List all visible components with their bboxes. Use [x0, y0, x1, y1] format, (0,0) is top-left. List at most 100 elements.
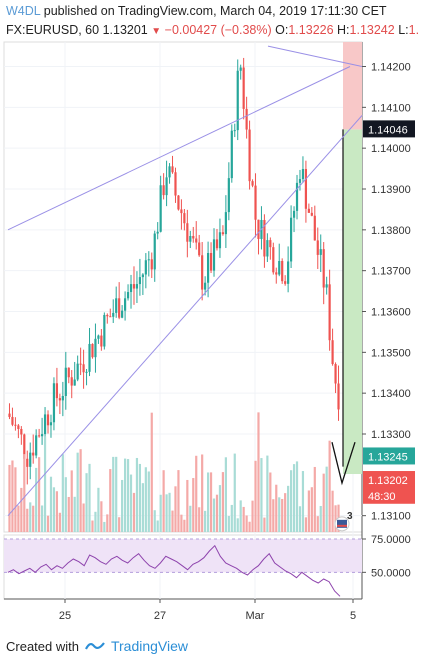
- price-label: 48:30: [368, 491, 396, 503]
- candle: [325, 284, 328, 288]
- candle: [20, 428, 23, 435]
- candle: [257, 219, 260, 239]
- trend-line: [7, 66, 351, 231]
- volume-bar: [292, 464, 296, 532]
- candle: [239, 67, 242, 71]
- candle: [100, 335, 103, 347]
- footer: Created with TradingView: [6, 638, 188, 654]
- volume-bar: [239, 500, 242, 532]
- candle: [209, 252, 213, 271]
- volume-bar: [150, 412, 153, 532]
- candle: [159, 185, 162, 232]
- volume-bar: [162, 470, 165, 532]
- candle: [162, 185, 165, 196]
- candle: [147, 259, 150, 261]
- price-label: 1.14046: [368, 124, 408, 136]
- volume-bar: [52, 487, 56, 532]
- candle: [310, 212, 313, 216]
- candle: [141, 274, 144, 278]
- volume-bar: [171, 510, 174, 532]
- volume-bar: [118, 517, 121, 532]
- volume-bar: [218, 485, 222, 532]
- y-tick-label: 1.14200: [371, 62, 411, 74]
- symbol-line: FX:EURUSD, 60 1.13201 ▼ −0.00427 (−0.38%…: [6, 23, 419, 37]
- volume-bar: [289, 470, 293, 532]
- volume-bar: [100, 501, 103, 532]
- high-label: H:: [337, 23, 350, 37]
- high-value: 1.13242: [349, 23, 395, 37]
- candle: [43, 414, 47, 435]
- candle: [221, 232, 225, 235]
- volume-bar: [85, 473, 88, 532]
- candle: [192, 236, 195, 239]
- flag-icon: [337, 524, 347, 527]
- volume-bar: [29, 502, 32, 532]
- volume-bar: [183, 519, 186, 532]
- candle: [138, 277, 142, 285]
- volume-bar: [141, 483, 144, 532]
- volume-bar: [26, 508, 29, 532]
- candle: [144, 260, 147, 275]
- volume-bar: [67, 496, 70, 532]
- rsi-tick-label: 75.0000: [371, 534, 411, 546]
- price-label: 1.13202: [368, 475, 408, 487]
- volume-bar: [97, 487, 100, 532]
- candle: [272, 247, 275, 273]
- candle: [289, 217, 293, 262]
- volume-bar: [135, 457, 139, 532]
- volume-bar: [138, 463, 142, 532]
- open-value: 1.13226: [288, 23, 334, 37]
- candle: [103, 314, 106, 347]
- volume-bar: [304, 517, 308, 532]
- candle: [14, 424, 17, 426]
- candle: [254, 185, 257, 220]
- volume-bar: [310, 487, 313, 532]
- volume-bar: [121, 479, 124, 532]
- volume-bar: [147, 471, 150, 532]
- candle: [195, 238, 198, 243]
- candle: [295, 182, 299, 211]
- candle: [11, 416, 14, 425]
- candle: [263, 219, 266, 257]
- volume-bar: [153, 510, 156, 532]
- x-tick-label: 27: [154, 610, 166, 622]
- volume-bar: [204, 510, 207, 532]
- volume-bar: [132, 492, 136, 532]
- volume-bar: [106, 514, 109, 532]
- author-name[interactable]: W4DL: [6, 4, 41, 18]
- candle: [319, 249, 322, 255]
- candle: [129, 284, 133, 293]
- low-label: L:: [398, 23, 409, 37]
- volume-bar: [331, 490, 334, 532]
- volume-bar: [328, 440, 331, 532]
- candle: [85, 371, 88, 373]
- volume-bar: [49, 476, 53, 532]
- tradingview-brand[interactable]: TradingView: [110, 638, 189, 654]
- volume-bar: [82, 503, 85, 532]
- volume-bar: [46, 515, 50, 532]
- last-price: 1.13201: [102, 23, 148, 37]
- candle: [123, 298, 127, 311]
- published-text: published on TradingView.com, March 04, …: [43, 4, 387, 18]
- candle: [322, 249, 325, 288]
- candle: [67, 367, 70, 378]
- volume-bar: [275, 484, 278, 532]
- target-zone: [343, 129, 362, 475]
- candle: [242, 67, 245, 109]
- candle: [52, 383, 56, 423]
- candle: [109, 316, 112, 318]
- candle: [61, 395, 64, 401]
- volume-bar: [88, 463, 91, 532]
- volume-bar: [186, 479, 189, 532]
- tradingview-logo-icon: [85, 642, 105, 650]
- candle: [55, 383, 59, 399]
- y-tick-label: 1.13100: [371, 511, 411, 523]
- volume-bar: [313, 466, 316, 532]
- candle: [269, 240, 272, 248]
- volume-bar: [212, 498, 216, 532]
- volume-bar: [281, 498, 284, 532]
- volume-bar: [242, 506, 245, 532]
- volume-bar: [215, 494, 219, 532]
- volume-bar: [23, 454, 26, 532]
